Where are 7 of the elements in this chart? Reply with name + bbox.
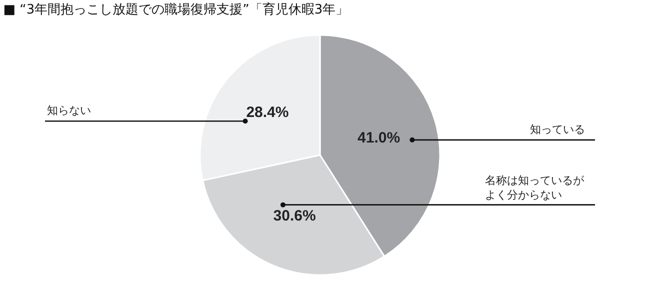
slice-label: 知っている (530, 123, 585, 136)
data-label: 28.4% (246, 104, 289, 122)
data-label: 41.0% (358, 129, 400, 146)
data-label: 30.6% (273, 207, 316, 224)
slice-label: 知らない (47, 104, 91, 117)
chart-title: ■ “3年間抱っこし放題での職場復帰支援”「育児休暇3年」 (3, 1, 349, 18)
slice-label: 名称は知っているがよく分からない (485, 174, 585, 202)
